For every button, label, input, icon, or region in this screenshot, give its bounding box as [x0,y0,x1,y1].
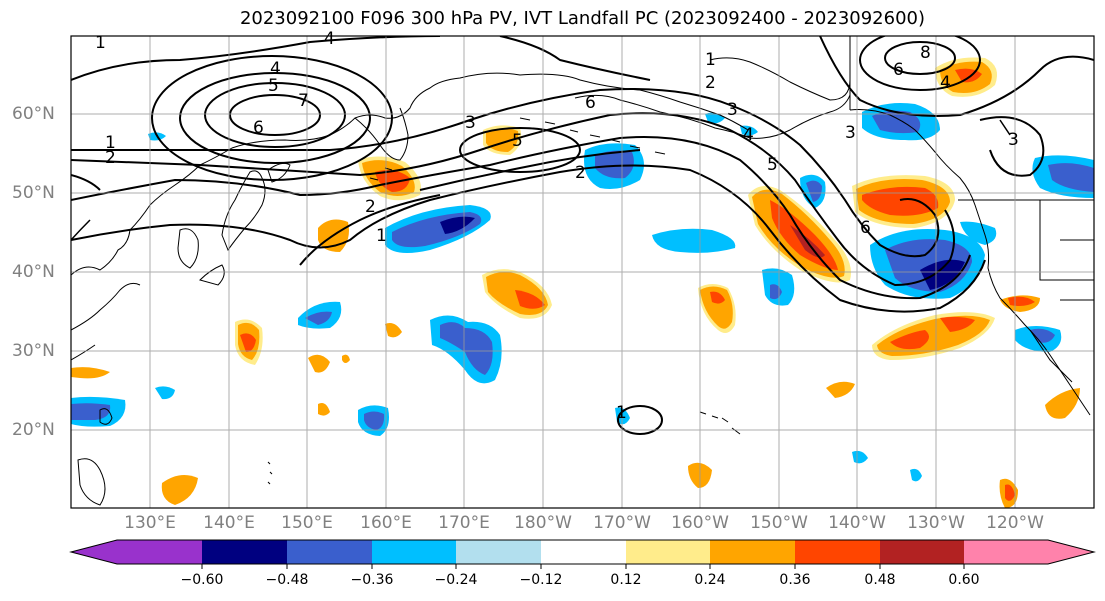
colorbar-segment-9 [880,540,964,564]
colorbar-segment-0b [117,540,202,564]
lon-label: 140°W [828,513,886,533]
colorbar-tick-label: −0.48 [265,572,309,588]
contour-label: 1 [616,403,627,423]
colorbar-segment-0 [71,540,117,564]
colorbar-tick-label: 0.48 [864,572,896,588]
colorbar-tick-label: −0.12 [519,572,563,588]
contour-label: 1 [376,226,387,246]
chart-title: 2023092100 F096 300 hPa PV, IVT Landfall… [239,8,926,29]
lon-label: 150°E [281,513,333,533]
contour-label: 5 [268,76,279,96]
lon-label: 140°E [203,513,255,533]
colorbar-segment-5 [541,540,626,564]
colorbar-tick-label: 0.12 [610,572,642,588]
contour-label: 2 [105,148,116,168]
colorbar-segment-3 [372,540,456,564]
contour-label: 2 [575,163,586,183]
lon-label: 120°W [986,513,1044,533]
lat-label-30n: 30°N [12,341,55,361]
lon-label: 130°W [907,513,965,533]
lon-label: 160°E [360,513,412,533]
contour-label: 5 [512,131,523,151]
colorbar-segment-10 [964,540,1048,564]
colorbar-segment-1 [202,540,287,564]
contour-label: 3 [845,123,856,143]
colorbar-segment-4 [456,540,541,564]
contour-label: 6 [860,218,871,238]
contour-label: 2 [365,197,376,217]
contour-label: 4 [940,73,951,93]
contour-label: 6 [585,93,596,113]
colorbar-segment-10b [1048,540,1094,564]
contour-label: 3 [1008,130,1019,150]
colorbar-segment-6 [626,540,710,564]
lon-label: 170°W [593,513,651,533]
lat-label-50n: 50°N [12,183,55,203]
contour-label: 6 [253,118,264,138]
gridlines [71,36,1094,508]
colorbar-tick-label: −0.24 [434,572,478,588]
pv-contours [71,36,1094,435]
lon-label: 180°W [514,513,572,533]
contour-label: 6 [893,60,904,80]
colorbar-segment-2 [287,540,372,564]
lon-label: 130°E [124,513,176,533]
colorbar-tick-label: −0.36 [350,572,394,588]
lat-label-20n: 20°N [12,420,55,440]
pv-contours-thin [71,119,1011,241]
colorbar-tick-label: 0.24 [694,572,726,588]
contour-label: 3 [727,100,738,120]
colorbar-tick-label: 0.60 [948,572,980,588]
lon-label: 160°W [671,513,729,533]
contour-label: 5 [767,155,778,175]
contour-label: 8 [920,43,931,63]
map-frame [70,35,1095,509]
contour-label: 4 [743,125,754,145]
contour-label: 1 [705,50,716,70]
colorbar-segment-8 [795,540,880,564]
lat-label-40n: 40°N [12,262,55,282]
contour-label: 4 [270,59,281,79]
lon-label: 170°E [438,513,490,533]
colorbar-tick-label: −0.60 [180,572,224,588]
lat-label-60n: 60°N [12,104,55,124]
contour-labels: 1 1 2 4 5 6 7 3 5 6 2 1 2 3 4 5 3 6 8 4 … [95,29,1019,423]
contour-label: 7 [298,91,309,111]
colorbar-segment-7 [710,540,795,564]
colorbar-tick-label: 0.36 [779,572,811,588]
contour-label: 4 [324,29,335,49]
colorbar [69,539,1096,569]
contour-label: 1 [95,33,106,53]
contour-label: 3 [465,113,476,133]
lon-label: 150°W [750,513,808,533]
colorbar-outline [69,539,1096,565]
contour-label: 2 [705,73,716,93]
contour-label: 1 [105,133,116,153]
